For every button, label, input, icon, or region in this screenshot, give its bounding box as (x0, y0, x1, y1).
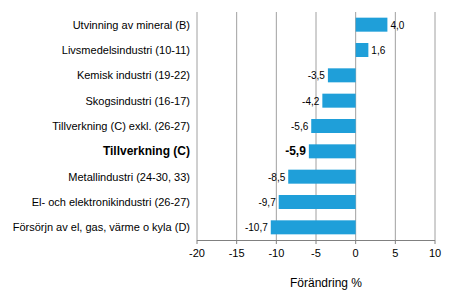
bar (328, 68, 356, 82)
tick-mark (435, 240, 436, 244)
category-label: Metallindustri (24-30, 33) (68, 171, 190, 183)
data-label: -10,7 (245, 222, 268, 233)
data-label: -8,5 (268, 172, 286, 183)
bar (311, 119, 355, 133)
bar (309, 144, 356, 158)
category-label: Livsmedelsindustri (10-11) (62, 44, 190, 56)
x-axis-label: Förändring % (290, 276, 362, 290)
data-label: 1,6 (371, 45, 385, 56)
category-label: Kemisk industri (19-22) (77, 69, 190, 81)
category-label: Skogsindustri (16-17) (85, 95, 190, 107)
tick-mark (276, 240, 277, 244)
tick-label: 0 (353, 247, 359, 259)
bar (288, 170, 355, 184)
bar (356, 43, 369, 57)
tick-mark (236, 240, 237, 244)
data-label: -4,2 (302, 96, 320, 107)
data-label: 4,0 (390, 20, 404, 31)
grid-line (197, 12, 198, 240)
bars (271, 18, 388, 235)
grid-line (236, 12, 237, 240)
tick-label: -10 (268, 247, 284, 259)
chart: -20 -15 -10 -5 0 5 10 Förändring % Utvinning av … (0, 0, 453, 302)
grid-line (276, 12, 277, 240)
data-label: -3,5 (308, 70, 326, 81)
tick-mark (395, 240, 396, 244)
tick-mark (197, 240, 198, 244)
tick-label: 10 (429, 247, 441, 259)
grid-line (435, 12, 436, 240)
category-label: Tillverkning (C) (103, 144, 190, 158)
tick-label: 5 (392, 247, 398, 259)
tick-mark (316, 240, 317, 244)
tick-label: -5 (311, 247, 321, 259)
category-label: Tillverkning (C) exkl. (26-27) (52, 120, 190, 132)
data-label: -5,9 (285, 144, 306, 158)
grid-line (395, 12, 396, 240)
data-label: -5,6 (291, 121, 309, 132)
bar (271, 220, 356, 234)
category-label: Försörjn av el, gas, värme o kyla (D) (13, 221, 190, 233)
data-label: -9,7 (258, 197, 276, 208)
bar (322, 94, 355, 108)
category-label: El- och elektronikindustri (26-27) (32, 196, 190, 208)
tick-label: -15 (229, 247, 245, 259)
bar (356, 18, 388, 32)
tick-mark (355, 240, 356, 244)
tick-label: -20 (189, 247, 205, 259)
bar (279, 195, 356, 209)
category-label: Utvinning av mineral (B) (73, 19, 190, 31)
